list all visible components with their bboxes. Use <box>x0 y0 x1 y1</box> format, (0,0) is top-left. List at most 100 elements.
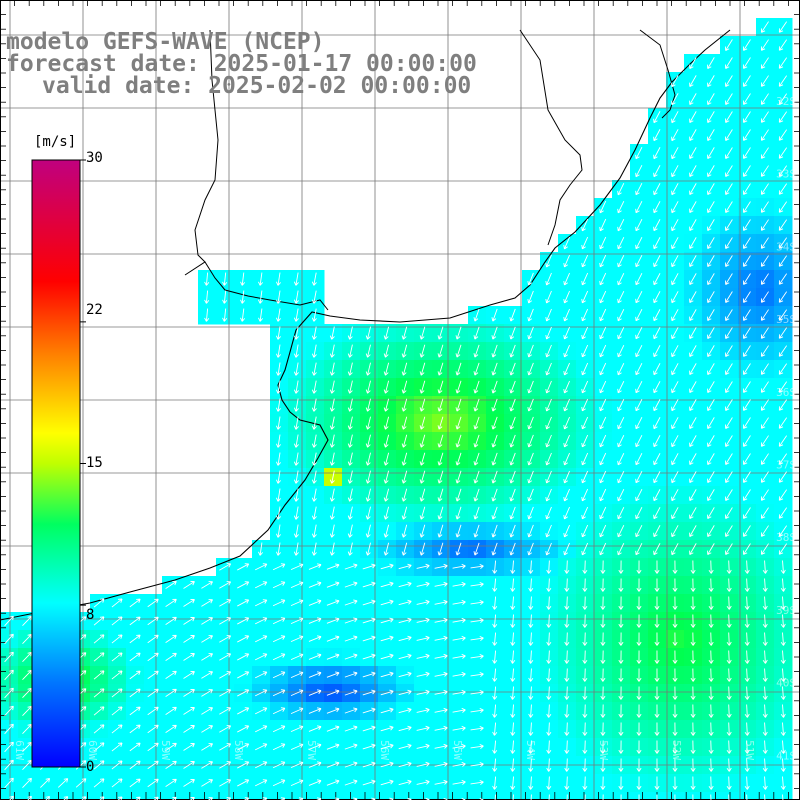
wind-arrow-icon <box>147 760 159 770</box>
wind-arrow-icon <box>311 506 317 520</box>
wind-arrow-icon <box>189 797 195 800</box>
wind-arrow-icon <box>545 290 552 304</box>
wind-arrow-icon <box>780 758 786 772</box>
wind-arrow-icon <box>512 794 514 800</box>
wind-arrow-icon <box>183 671 195 679</box>
wind-arrow-icon <box>582 776 588 790</box>
wind-arrow-icon <box>635 147 643 160</box>
wind-arrow-icon <box>618 560 624 574</box>
wind-arrow-icon <box>237 617 250 625</box>
wind-arrow-icon <box>111 688 123 698</box>
wind-arrow-icon <box>582 740 588 754</box>
wind-arrow-icon <box>347 380 353 394</box>
lat-label: 41S <box>776 749 796 762</box>
wind-arrow-icon <box>290 743 304 751</box>
wind-arrow-icon <box>434 635 448 641</box>
wind-arrow-icon <box>545 380 552 394</box>
wind-arrow-icon <box>760 165 769 177</box>
wind-arrow-icon <box>744 704 750 718</box>
wind-arrow-icon <box>689 75 697 88</box>
wind-arrow-icon <box>617 470 625 484</box>
wind-arrow-icon <box>254 743 268 751</box>
wind-arrow-icon <box>671 543 679 556</box>
wind-arrow-icon <box>564 596 570 610</box>
wind-arrow-icon <box>653 219 661 232</box>
wind-arrow-icon <box>401 416 408 430</box>
wind-arrow-icon <box>329 542 335 556</box>
wind-arrow-icon <box>635 363 643 376</box>
wind-arrow-icon <box>434 599 448 605</box>
wind-arrow-icon <box>707 435 715 447</box>
wind-arrow-icon <box>492 614 498 628</box>
wind-arrow-icon <box>452 671 466 677</box>
wind-arrow-icon <box>654 686 660 700</box>
wind-arrow-icon <box>600 740 606 754</box>
wind-arrow-icon <box>254 653 268 661</box>
wind-arrow-icon <box>419 362 426 376</box>
wind-arrow-icon <box>254 779 268 787</box>
wind-arrow-icon <box>599 470 607 484</box>
wind-arrow-icon <box>380 779 394 786</box>
wind-arrow-icon <box>528 596 534 610</box>
wind-arrow-icon <box>509 416 516 430</box>
wind-arrow-icon <box>707 363 715 375</box>
wind-arrow-icon <box>311 434 317 448</box>
wind-arrow-icon <box>653 201 661 214</box>
wind-arrow-icon <box>764 794 766 800</box>
wind-arrow-icon <box>726 560 732 574</box>
lat-label: 33S <box>776 168 796 181</box>
wind-arrow-icon <box>689 219 697 232</box>
wind-arrow-icon <box>599 290 607 304</box>
wind-arrow-icon <box>365 416 371 430</box>
wind-arrow-icon <box>207 797 213 800</box>
wind-arrow-icon <box>111 760 123 770</box>
wind-arrow-icon <box>618 704 624 718</box>
wind-cell <box>468 792 487 800</box>
lon-label: 57W <box>305 740 318 760</box>
wind-arrow-icon <box>762 722 768 736</box>
wind-arrow-icon <box>473 434 480 448</box>
forecast-date: forecast date: 2025-01-17 00:00:00 <box>6 51 477 77</box>
wind-arrow-icon <box>671 309 679 322</box>
wind-arrow-icon <box>778 165 788 177</box>
wind-arrow-icon <box>617 236 625 250</box>
wind-arrow-icon <box>201 725 213 733</box>
wind-arrow-icon <box>725 471 733 483</box>
wind-arrow-icon <box>527 542 534 556</box>
wind-arrow-icon <box>147 706 159 716</box>
wind-arrow-icon <box>290 635 304 643</box>
wind-arrow-icon <box>726 650 732 664</box>
wind-arrow-icon <box>689 111 697 124</box>
wind-arrow-icon <box>365 506 371 520</box>
wind-arrow-icon <box>672 614 678 628</box>
wind-arrow-icon <box>778 201 788 213</box>
wind-arrow-icon <box>743 93 751 105</box>
wind-arrow-icon <box>725 237 733 249</box>
wind-arrow-icon <box>528 578 534 592</box>
wind-arrow-icon <box>780 650 786 664</box>
wind-arrow-icon <box>398 599 412 606</box>
longitude-labels: 61W 60W 59W 58W 57W 56W 55W 54W 53W 52W 51W <box>13 740 756 760</box>
wind-arrow-icon <box>290 581 304 589</box>
wind-arrow-icon <box>671 327 679 340</box>
wind-arrow-icon <box>365 398 371 412</box>
wind-arrow-icon <box>272 707 286 715</box>
wind-arrow-icon <box>183 725 195 733</box>
wind-arrow-icon <box>272 617 286 625</box>
wind-arrow-icon <box>600 668 606 682</box>
wind-arrow-icon <box>473 452 480 466</box>
wind-arrow-icon <box>689 507 697 520</box>
latitude-labels: 32S 33S 34S 35S 36S 37S 38S 39S 40S 41S <box>776 95 796 762</box>
wind-arrow-icon <box>240 308 246 322</box>
wind-arrow-icon <box>725 93 733 105</box>
wind-arrow-icon <box>636 650 642 664</box>
wind-arrow-icon <box>419 416 426 430</box>
wind-arrow-icon <box>204 290 210 304</box>
wind-arrow-icon <box>780 740 786 754</box>
wind-arrow-icon <box>4 741 14 753</box>
wind-arrow-icon <box>437 416 444 430</box>
wind-arrow-icon <box>778 345 788 357</box>
wind-arrow-icon <box>383 506 390 520</box>
wind-arrow-icon <box>437 362 444 376</box>
wind-arrow-icon <box>201 671 213 679</box>
